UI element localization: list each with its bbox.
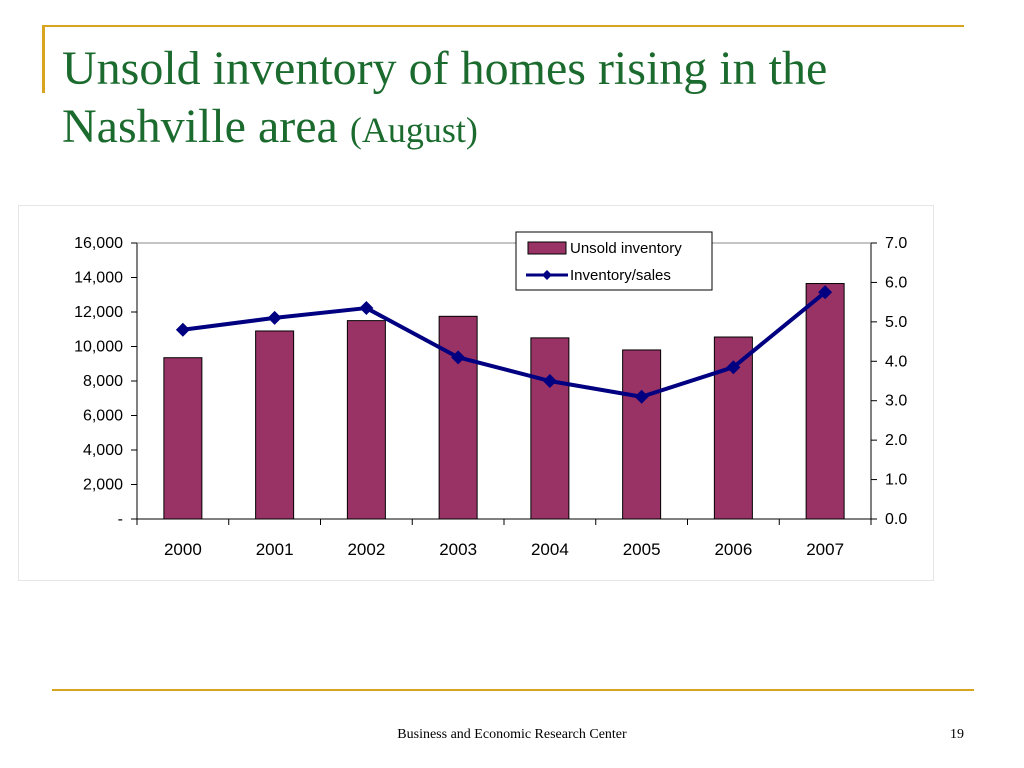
y-right-tick-label: 7.0 [885,235,907,252]
bar [530,337,570,520]
y-right-tick-label: 4.0 [885,353,907,370]
y-left-tick-label: 6,000 [83,408,123,425]
x-tick-label: 2000 [164,540,202,559]
legend-label-bar: Unsold inventory [570,240,682,257]
bar [805,283,845,520]
series-line-inventory-sales [182,290,827,399]
x-tick-label: 2007 [806,540,844,559]
footer-text: Business and Economic Research Center [397,727,627,742]
bar [438,315,478,520]
y-left-tick-label: 2,000 [83,477,123,494]
x-tick-label: 2004 [531,540,569,559]
line-point [451,350,466,365]
y-right-tick-label: 0.0 [885,511,907,528]
line-point [267,310,282,325]
footer-rule [52,689,974,691]
line-point [634,389,649,404]
title-accent-bar [42,25,45,93]
x-tick-label: 2001 [256,540,294,559]
slide-title-main: Unsold inventory of homes rising in the … [62,42,828,153]
slide-title-sub: (August) [349,110,478,150]
page-number: 19 [950,727,964,742]
y-left-tick-label: 4,000 [83,442,123,459]
x-tick-label: 2003 [439,540,477,559]
line-point [359,301,374,316]
y-right-tick-label: 3.0 [885,393,907,410]
slide-title: Unsold inventory of homes rising in the … [62,40,962,159]
y-left-tick-label: 8,000 [83,373,123,390]
bar [346,320,386,520]
y-right-tick-label: 1.0 [885,472,907,489]
y-left-tick-label: 14,000 [74,270,123,287]
y-right-tick-label: 5.0 [885,314,907,331]
line-point [542,374,557,388]
bar [622,349,662,520]
legend-marker-line [542,270,552,280]
legend-swatch-bar [527,241,567,255]
line-point [726,360,741,375]
title-accent-rule [42,25,964,27]
x-tick-label: 2006 [714,540,752,559]
x-tick-label: 2005 [623,540,661,559]
legend-label-line: Inventory/sales [570,267,671,284]
line-point [175,322,190,337]
combo-chart: - 2,000 4,000 6,000 8,000 10,000 12,000 14,000 1… [74,231,907,559]
y-left-tick-label: 12,000 [74,304,123,321]
bar [255,330,295,520]
y-right-tick-label: 2.0 [885,432,907,449]
y-left-tick-label: 10,000 [74,339,123,356]
bar [163,357,203,520]
y-left-tick-label: - [118,511,123,528]
y-left-tick-label: 16,000 [74,235,123,252]
line-point [818,285,833,300]
chart-panel: - 2,000 4,000 6,000 8,000 10,000 12,000 14,000 1… [18,205,934,581]
y-right-tick-label: 6.0 [885,274,907,291]
x-tick-label: 2002 [347,540,385,559]
